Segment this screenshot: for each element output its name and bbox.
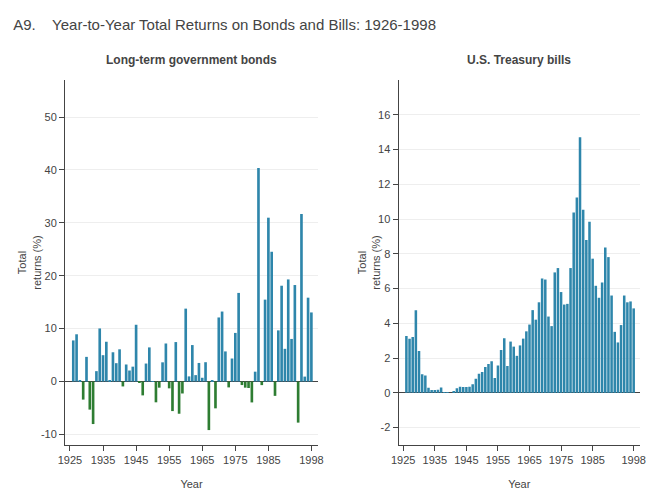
svg-text:1975: 1975 <box>223 454 247 466</box>
svg-text:10: 10 <box>378 213 390 225</box>
svg-text:1985: 1985 <box>256 454 280 466</box>
svg-text:1985: 1985 <box>580 454 604 466</box>
svg-text:1925: 1925 <box>391 454 415 466</box>
svg-text:0: 0 <box>51 375 57 387</box>
svg-text:1935: 1935 <box>423 454 447 466</box>
svg-text:1998: 1998 <box>621 454 645 466</box>
svg-text:40: 40 <box>45 164 57 176</box>
svg-text:1945: 1945 <box>454 454 478 466</box>
svg-text:Long-term government bonds: Long-term government bonds <box>106 53 277 67</box>
svg-text:20: 20 <box>45 270 57 282</box>
svg-text:50: 50 <box>45 111 57 123</box>
svg-text:1955: 1955 <box>486 454 510 466</box>
svg-text:12: 12 <box>378 178 390 190</box>
svg-text:1925: 1925 <box>58 454 82 466</box>
svg-text:4: 4 <box>384 317 390 329</box>
svg-text:14: 14 <box>378 143 390 155</box>
svg-text:1998: 1998 <box>299 454 323 466</box>
svg-text:0: 0 <box>384 387 390 399</box>
svg-text:Year: Year <box>180 478 203 490</box>
svg-text:Totalreturns (%): Totalreturns (%) <box>16 235 42 289</box>
svg-text:-10: -10 <box>41 428 57 440</box>
svg-text:10: 10 <box>45 322 57 334</box>
svg-text:30: 30 <box>45 217 57 229</box>
svg-text:1965: 1965 <box>190 454 214 466</box>
svg-text:1965: 1965 <box>517 454 541 466</box>
svg-text:U.S. Treasury bills: U.S. Treasury bills <box>467 53 571 67</box>
svg-text:16: 16 <box>378 109 390 121</box>
svg-text:1955: 1955 <box>157 454 181 466</box>
svg-text:A9. Year-to-Year Total Retu: A9. Year-to-Year Total Returns on Bonds … <box>13 16 436 33</box>
svg-text:1945: 1945 <box>124 454 148 466</box>
svg-text:6: 6 <box>384 282 390 294</box>
svg-text:Year: Year <box>508 478 531 490</box>
svg-text:2: 2 <box>384 352 390 364</box>
svg-text:1935: 1935 <box>91 454 115 466</box>
svg-text:1975: 1975 <box>549 454 573 466</box>
svg-text:Totalreturns (%): Totalreturns (%) <box>356 235 382 289</box>
svg-text:-2: -2 <box>381 421 391 433</box>
svg-text:8: 8 <box>384 248 390 260</box>
